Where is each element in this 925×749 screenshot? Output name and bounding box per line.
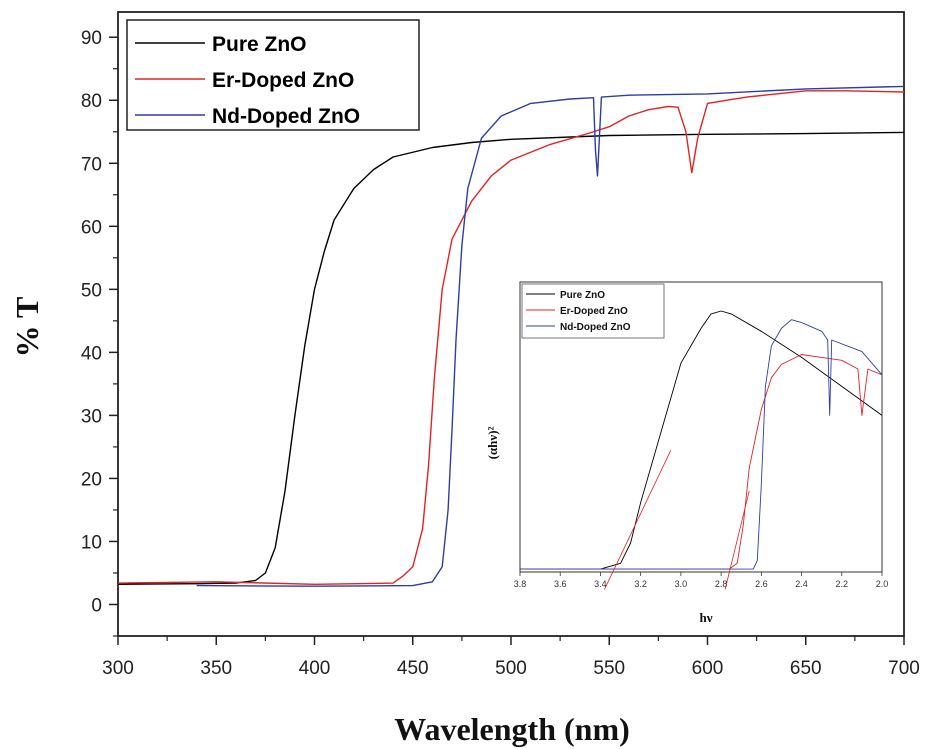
- inset-extrapolation-line: [604, 450, 672, 590]
- inset-series-line-er-doped-zno: [520, 354, 883, 570]
- main-legend-box: [126, 19, 420, 131]
- x-tick-label: 700: [888, 658, 920, 679]
- legend-label-nd-doped: Nd-Doped ZnO: [212, 105, 360, 128]
- main-legend: Pure ZnO Er-Doped ZnO Nd-Doped ZnO: [126, 19, 420, 131]
- x-tick-label: 500: [495, 658, 527, 679]
- y-tick-label: 90: [81, 28, 102, 49]
- y-tick-label: 20: [81, 469, 102, 490]
- inset-x-tick-label: 2.8: [715, 579, 728, 589]
- x-axis-title: Wavelength (nm): [394, 711, 630, 747]
- legend-label-pure-zno: Pure ZnO: [212, 33, 307, 56]
- y-tick-label: 80: [81, 91, 102, 112]
- x-tick-label: 350: [200, 658, 232, 679]
- inset-legend: Pure ZnO Er-Doped ZnO Nd-Doped ZnO: [521, 283, 665, 339]
- legend-label-er-doped: Er-Doped ZnO: [212, 69, 354, 92]
- inset-x-tick-label: 3.4: [594, 579, 607, 589]
- inset-x-tick-label: 3.2: [634, 579, 647, 589]
- x-tick-label: 550: [593, 658, 625, 679]
- x-tick-label: 450: [397, 658, 429, 679]
- inset-x-tick-label: 3.8: [514, 579, 527, 589]
- x-tick-label: 400: [299, 658, 331, 679]
- series-line-nd-doped-zno: [196, 85, 905, 587]
- main-series-group: [117, 85, 905, 587]
- inset-legend-label-nd-doped: Nd-Doped ZnO: [560, 322, 631, 333]
- y-tick-label: 70: [81, 154, 102, 175]
- y-tick-label: 60: [81, 217, 102, 238]
- inset-x-tick-label: 2.4: [795, 579, 808, 589]
- inset-legend-label-er-doped: Er-Doped ZnO: [560, 306, 628, 317]
- y-tick-label: 30: [81, 406, 102, 427]
- y-tick-label: 10: [81, 532, 102, 553]
- y-axis-title: % T: [9, 297, 45, 358]
- series-line-pure-zno: [117, 131, 905, 585]
- inset-y-axis-title: (αhν)²: [485, 426, 500, 459]
- series-line-er-doped-zno: [117, 90, 905, 585]
- inset-x-tick-label: 3.0: [675, 579, 688, 589]
- inset-series-group: [520, 310, 883, 590]
- x-tick-label: 600: [692, 658, 724, 679]
- y-tick-label: 50: [81, 280, 102, 301]
- inset-x-tick-label: 2.6: [755, 579, 768, 589]
- inset-plot: 3.8 3.6 3.4 3.2 3.0 2.8 2.6 2.4 2.2 2.0 hν (αhν)²…: [485, 281, 889, 625]
- inset-x-axis-title: hν: [699, 610, 712, 625]
- inset-extrapolation-line: [724, 490, 750, 590]
- inset-axes: 3.8 3.6 3.4 3.2 3.0 2.8 2.6 2.4 2.2 2.0: [514, 572, 889, 589]
- inset-series-line-pure-zno: [520, 310, 883, 570]
- inset-legend-box: [521, 283, 665, 339]
- inset-x-tick-label: 3.6: [554, 579, 567, 589]
- x-tick-label: 300: [102, 658, 134, 679]
- x-tick-label: 650: [790, 658, 822, 679]
- y-tick-label: 0: [91, 595, 102, 616]
- y-tick-label: 40: [81, 343, 102, 364]
- main-axes: 300 350 400 450 500 550 600 650 700 0 10 20 30 40 50 60…: [81, 28, 920, 679]
- inset-x-tick-label: 2.0: [876, 579, 889, 589]
- inset-legend-label-pure-zno: Pure ZnO: [560, 290, 605, 301]
- inset-x-tick-label: 2.2: [836, 579, 849, 589]
- inset-series-line-nd-doped-zno: [520, 319, 883, 570]
